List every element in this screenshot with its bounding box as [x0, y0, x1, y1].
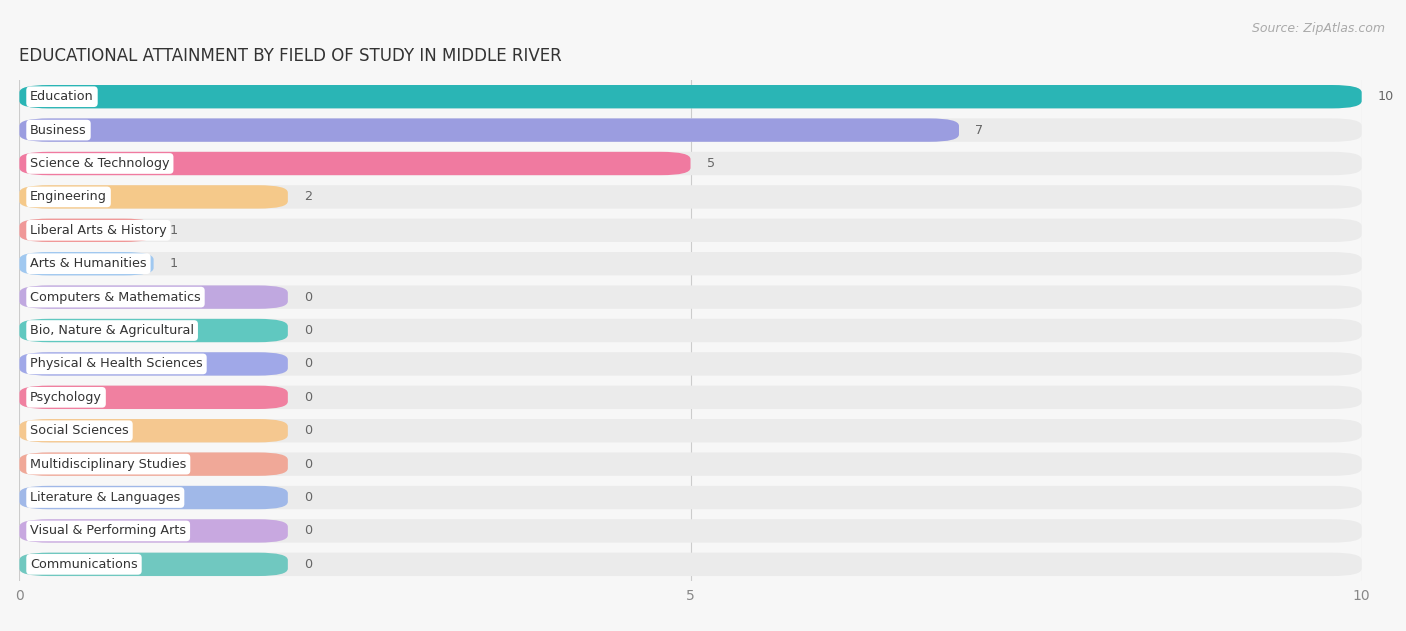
FancyBboxPatch shape	[20, 386, 1361, 409]
Text: 7: 7	[976, 124, 983, 136]
Text: Communications: Communications	[30, 558, 138, 571]
Text: 0: 0	[304, 424, 312, 437]
Text: Business: Business	[30, 124, 87, 136]
Text: Bio, Nature & Agricultural: Bio, Nature & Agricultural	[30, 324, 194, 337]
FancyBboxPatch shape	[20, 85, 1361, 109]
FancyBboxPatch shape	[20, 553, 288, 576]
Text: Arts & Humanities: Arts & Humanities	[30, 257, 146, 270]
FancyBboxPatch shape	[20, 152, 690, 175]
Text: 10: 10	[1378, 90, 1393, 103]
FancyBboxPatch shape	[20, 519, 1361, 543]
FancyBboxPatch shape	[20, 85, 1361, 109]
FancyBboxPatch shape	[20, 486, 288, 509]
Text: 0: 0	[304, 457, 312, 471]
Text: Multidisciplinary Studies: Multidisciplinary Studies	[30, 457, 187, 471]
FancyBboxPatch shape	[20, 319, 288, 342]
FancyBboxPatch shape	[20, 218, 1361, 242]
FancyBboxPatch shape	[20, 319, 1361, 342]
Text: Visual & Performing Arts: Visual & Performing Arts	[30, 524, 186, 538]
FancyBboxPatch shape	[20, 218, 153, 242]
Text: Computers & Mathematics: Computers & Mathematics	[30, 291, 201, 304]
FancyBboxPatch shape	[20, 152, 1361, 175]
Text: Social Sciences: Social Sciences	[30, 424, 129, 437]
Text: 0: 0	[304, 324, 312, 337]
Text: 0: 0	[304, 291, 312, 304]
Text: Psychology: Psychology	[30, 391, 103, 404]
Text: 2: 2	[304, 191, 312, 203]
Text: Liberal Arts & History: Liberal Arts & History	[30, 224, 167, 237]
FancyBboxPatch shape	[20, 419, 1361, 442]
Text: 5: 5	[707, 157, 714, 170]
FancyBboxPatch shape	[20, 186, 288, 209]
Text: 0: 0	[304, 391, 312, 404]
FancyBboxPatch shape	[20, 419, 288, 442]
Text: 1: 1	[170, 257, 177, 270]
FancyBboxPatch shape	[20, 452, 1361, 476]
Text: Source: ZipAtlas.com: Source: ZipAtlas.com	[1251, 22, 1385, 35]
FancyBboxPatch shape	[20, 119, 1361, 142]
Text: Education: Education	[30, 90, 94, 103]
Text: Engineering: Engineering	[30, 191, 107, 203]
FancyBboxPatch shape	[20, 486, 1361, 509]
FancyBboxPatch shape	[20, 519, 288, 543]
FancyBboxPatch shape	[20, 186, 1361, 209]
Text: Physical & Health Sciences: Physical & Health Sciences	[30, 357, 202, 370]
FancyBboxPatch shape	[20, 452, 288, 476]
Text: 0: 0	[304, 491, 312, 504]
FancyBboxPatch shape	[20, 285, 1361, 309]
FancyBboxPatch shape	[20, 119, 959, 142]
FancyBboxPatch shape	[20, 252, 153, 275]
FancyBboxPatch shape	[20, 386, 288, 409]
Text: 0: 0	[304, 558, 312, 571]
FancyBboxPatch shape	[20, 553, 1361, 576]
FancyBboxPatch shape	[20, 285, 288, 309]
Text: 1: 1	[170, 224, 177, 237]
FancyBboxPatch shape	[20, 352, 288, 375]
Text: EDUCATIONAL ATTAINMENT BY FIELD OF STUDY IN MIDDLE RIVER: EDUCATIONAL ATTAINMENT BY FIELD OF STUDY…	[20, 47, 562, 64]
Text: Literature & Languages: Literature & Languages	[30, 491, 180, 504]
FancyBboxPatch shape	[20, 352, 1361, 375]
Text: Science & Technology: Science & Technology	[30, 157, 170, 170]
Text: 0: 0	[304, 357, 312, 370]
FancyBboxPatch shape	[20, 252, 1361, 275]
Text: 0: 0	[304, 524, 312, 538]
